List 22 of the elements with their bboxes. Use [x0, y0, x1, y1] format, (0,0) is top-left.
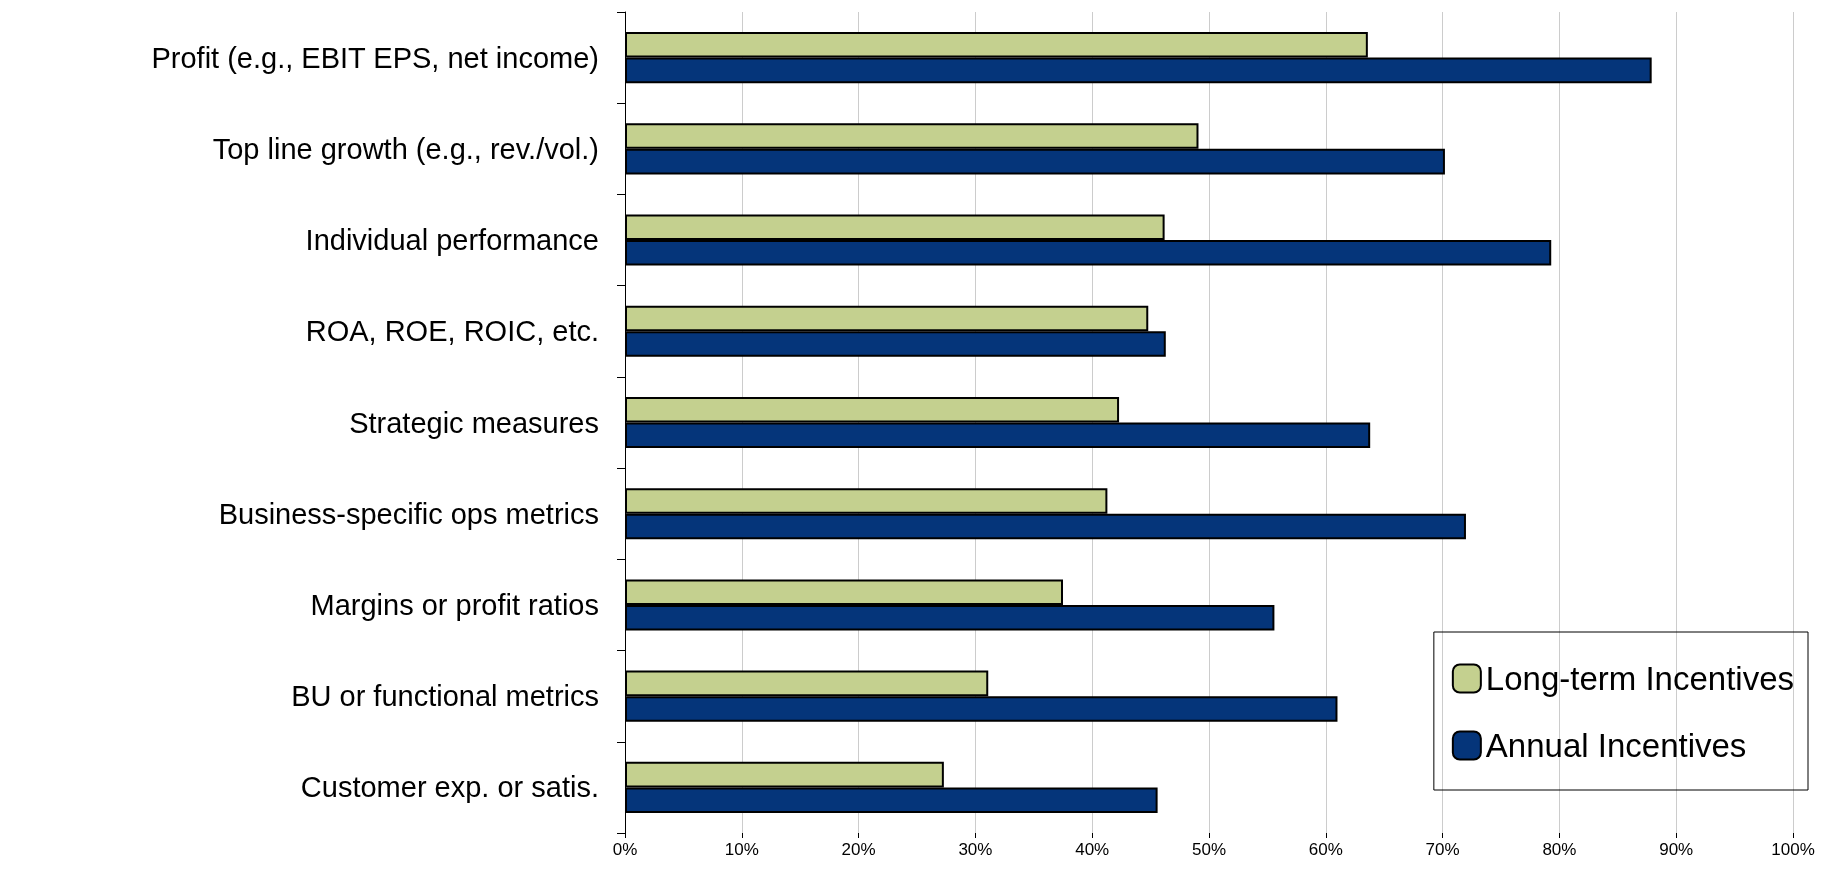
legend-label: Annual Incentives — [1485, 727, 1747, 764]
y-tick-label: ROA, ROE, ROIC, etc. — [305, 315, 599, 348]
y-tick-label: Business-specific ops metrics — [218, 497, 599, 530]
x-tick-label: 80% — [1542, 840, 1577, 859]
y-tick-label: BU or functional metrics — [291, 680, 599, 713]
legend-label: Long-term Incentives — [1485, 660, 1795, 697]
x-tick-label: 40% — [1075, 840, 1110, 859]
y-tick-label: Profit (e.g., EBIT EPS, net income) — [151, 41, 599, 74]
x-tick-label: 0% — [612, 840, 638, 859]
y-tick-label: Top line growth (e.g., rev./vol.) — [212, 132, 599, 165]
y-tick-label: Strategic measures — [349, 406, 599, 439]
x-tick-label: 90% — [1659, 840, 1694, 859]
x-tick-label: 60% — [1308, 840, 1343, 859]
x-tick-label: 10% — [724, 840, 759, 859]
x-tick-label: 70% — [1425, 840, 1460, 859]
x-tick-label: 100% — [1771, 840, 1815, 859]
y-tick-label: Customer exp. or satis. — [300, 771, 599, 804]
x-tick-label: 50% — [1191, 840, 1227, 859]
y-tick-label: Margins or profit ratios — [310, 588, 599, 621]
x-tick-label: 30% — [958, 840, 993, 859]
x-tick-label: 20% — [841, 840, 876, 859]
y-tick-label: Individual performance — [305, 224, 599, 257]
